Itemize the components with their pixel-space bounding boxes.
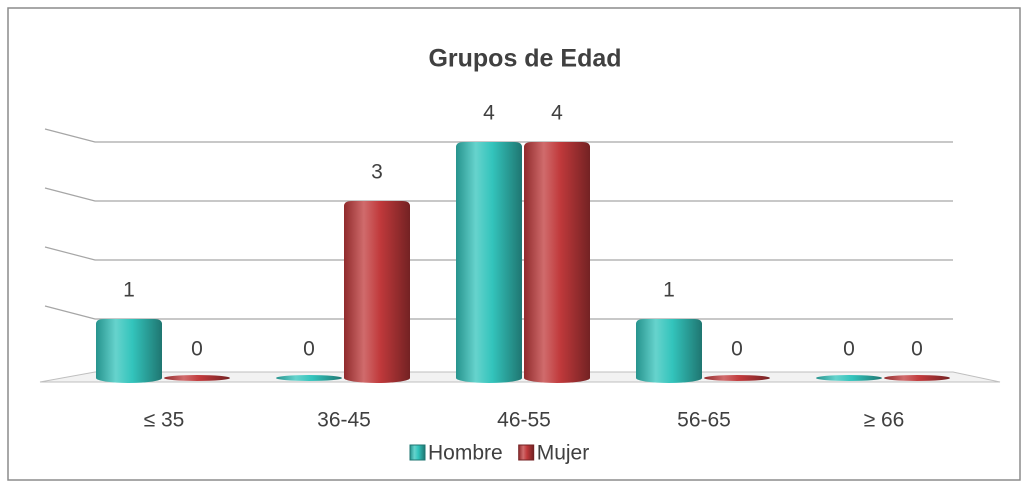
bar [816, 375, 882, 381]
data-label: 4 [483, 102, 495, 125]
legend-swatch [409, 444, 426, 461]
legend-swatch [518, 444, 535, 461]
bar [96, 319, 162, 383]
legend-label: Mujer [537, 442, 590, 465]
bar [456, 142, 522, 383]
x-tick-label: ≤ 35 [144, 409, 185, 432]
bar [276, 375, 342, 381]
x-tick-label: 36-45 [317, 409, 371, 432]
bar [524, 142, 590, 383]
data-label: 0 [843, 338, 855, 361]
data-label: 3 [371, 161, 383, 184]
bar [884, 375, 950, 381]
data-label: 0 [911, 338, 923, 361]
bar [704, 375, 770, 381]
data-label: 1 [663, 279, 675, 302]
x-tick-label: 56-65 [677, 409, 731, 432]
data-label: 0 [731, 338, 743, 361]
data-label: 0 [191, 338, 203, 361]
grid-line [44, 246, 953, 261]
x-tick-label: 46-55 [497, 409, 551, 432]
bar [636, 319, 702, 383]
grid-line [44, 187, 953, 202]
legend-label: Hombre [428, 442, 503, 465]
bar [164, 375, 230, 381]
data-label: 1 [123, 279, 135, 302]
chart-title: Grupos de Edad [428, 45, 621, 73]
bar [344, 201, 410, 383]
data-label: 4 [551, 102, 563, 125]
data-label: 0 [303, 338, 315, 361]
x-tick-label: ≥ 66 [864, 409, 905, 432]
grid-line [44, 128, 953, 143]
